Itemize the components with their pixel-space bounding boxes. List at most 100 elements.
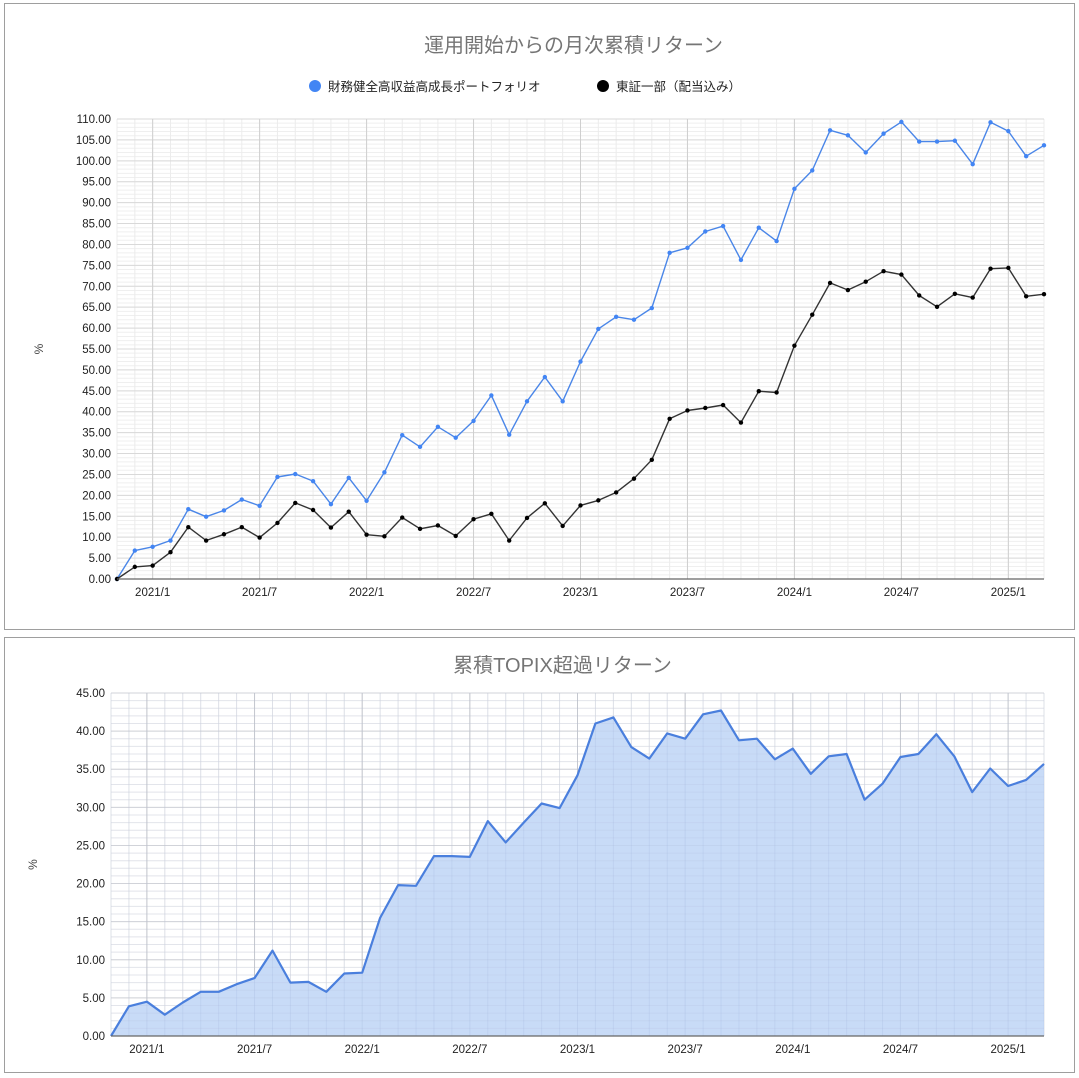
data-point[interactable] <box>382 470 387 475</box>
data-point[interactable] <box>1006 265 1011 271</box>
data-point[interactable] <box>168 538 173 543</box>
data-point[interactable] <box>364 532 369 537</box>
data-point[interactable] <box>863 150 868 155</box>
data-point[interactable] <box>346 509 351 514</box>
data-point[interactable] <box>631 476 637 481</box>
data-point[interactable] <box>899 119 904 125</box>
data-point[interactable] <box>667 416 672 422</box>
data-point[interactable] <box>756 225 761 230</box>
data-point[interactable] <box>435 523 441 528</box>
data-point[interactable] <box>132 548 138 553</box>
data-point[interactable] <box>596 498 601 503</box>
data-point[interactable] <box>186 524 191 530</box>
data-point[interactable] <box>453 435 458 440</box>
data-point[interactable] <box>720 223 726 229</box>
data-point[interactable] <box>774 238 779 244</box>
data-point[interactable] <box>596 326 601 332</box>
data-point[interactable] <box>417 444 423 450</box>
legend-item-label[interactable]: 東証一部（配当込み） <box>616 79 741 94</box>
data-point[interactable] <box>631 317 637 322</box>
data-point[interactable] <box>613 314 619 319</box>
legend-item-label[interactable]: 財務健全高収益高成長ポートフォリオ <box>328 79 541 94</box>
data-point[interactable] <box>952 291 958 296</box>
data-point[interactable] <box>239 524 244 530</box>
data-point[interactable] <box>810 312 815 317</box>
data-point[interactable] <box>293 500 298 506</box>
data-point[interactable] <box>667 250 672 256</box>
data-point[interactable] <box>685 245 690 250</box>
data-point[interactable] <box>917 139 922 144</box>
data-point[interactable] <box>792 343 797 348</box>
data-point[interactable] <box>1006 128 1011 134</box>
data-point[interactable] <box>934 139 940 144</box>
data-point[interactable] <box>221 532 227 537</box>
data-point[interactable] <box>845 133 851 138</box>
data-point[interactable] <box>489 511 494 516</box>
data-point[interactable] <box>542 374 548 380</box>
data-point[interactable] <box>506 432 512 437</box>
data-point[interactable] <box>328 501 334 507</box>
data-point[interactable] <box>988 266 993 271</box>
data-point[interactable] <box>613 490 619 495</box>
data-point[interactable] <box>881 269 886 274</box>
data-point[interactable] <box>560 523 565 529</box>
data-point[interactable] <box>275 520 280 526</box>
data-point[interactable] <box>275 474 280 480</box>
data-point[interactable] <box>863 279 868 284</box>
data-point[interactable] <box>293 471 298 477</box>
data-point[interactable] <box>827 280 833 286</box>
data-point[interactable] <box>970 161 975 167</box>
data-point[interactable] <box>1023 154 1029 159</box>
data-point[interactable] <box>257 535 262 540</box>
data-point[interactable] <box>453 533 458 539</box>
data-point[interactable] <box>774 390 779 395</box>
data-point[interactable] <box>150 563 155 568</box>
data-point[interactable] <box>132 564 138 570</box>
data-point[interactable] <box>382 534 387 539</box>
data-point[interactable] <box>756 389 761 394</box>
data-point[interactable] <box>364 498 369 503</box>
data-point[interactable] <box>703 229 708 234</box>
data-point[interactable] <box>792 186 797 192</box>
data-point[interactable] <box>506 538 512 543</box>
data-point[interactable] <box>203 538 209 543</box>
legend-marker-icon[interactable] <box>597 80 609 92</box>
legend-marker-icon[interactable] <box>309 80 321 92</box>
data-point[interactable] <box>881 131 886 136</box>
data-point[interactable] <box>524 515 530 521</box>
data-point[interactable] <box>400 432 405 438</box>
data-point[interactable] <box>970 295 975 300</box>
data-point[interactable] <box>328 525 334 530</box>
data-point[interactable] <box>899 272 904 277</box>
data-point[interactable] <box>542 501 548 506</box>
data-point[interactable] <box>720 402 726 408</box>
data-point[interactable] <box>738 420 744 425</box>
data-point[interactable] <box>1023 294 1029 299</box>
data-point[interactable] <box>738 257 744 263</box>
data-point[interactable] <box>578 359 583 364</box>
data-point[interactable] <box>649 305 655 311</box>
data-point[interactable] <box>168 550 173 555</box>
data-point[interactable] <box>578 503 583 508</box>
data-point[interactable] <box>186 506 191 512</box>
data-point[interactable] <box>221 508 227 513</box>
data-point[interactable] <box>988 120 993 125</box>
data-point[interactable] <box>203 514 209 519</box>
data-point[interactable] <box>649 457 655 463</box>
data-point[interactable] <box>417 526 423 532</box>
data-point[interactable] <box>827 128 833 133</box>
data-point[interactable] <box>400 515 405 520</box>
data-point[interactable] <box>239 497 244 502</box>
data-point[interactable] <box>310 478 316 484</box>
data-point[interactable] <box>685 408 690 413</box>
data-point[interactable] <box>703 405 708 411</box>
data-point[interactable] <box>845 287 851 293</box>
data-point[interactable] <box>1041 143 1047 148</box>
data-point[interactable] <box>934 304 940 309</box>
data-point[interactable] <box>471 418 476 424</box>
data-point[interactable] <box>489 393 494 398</box>
data-point[interactable] <box>560 399 565 404</box>
data-point[interactable] <box>952 138 958 143</box>
data-point[interactable] <box>810 168 815 173</box>
data-point[interactable] <box>150 544 155 549</box>
